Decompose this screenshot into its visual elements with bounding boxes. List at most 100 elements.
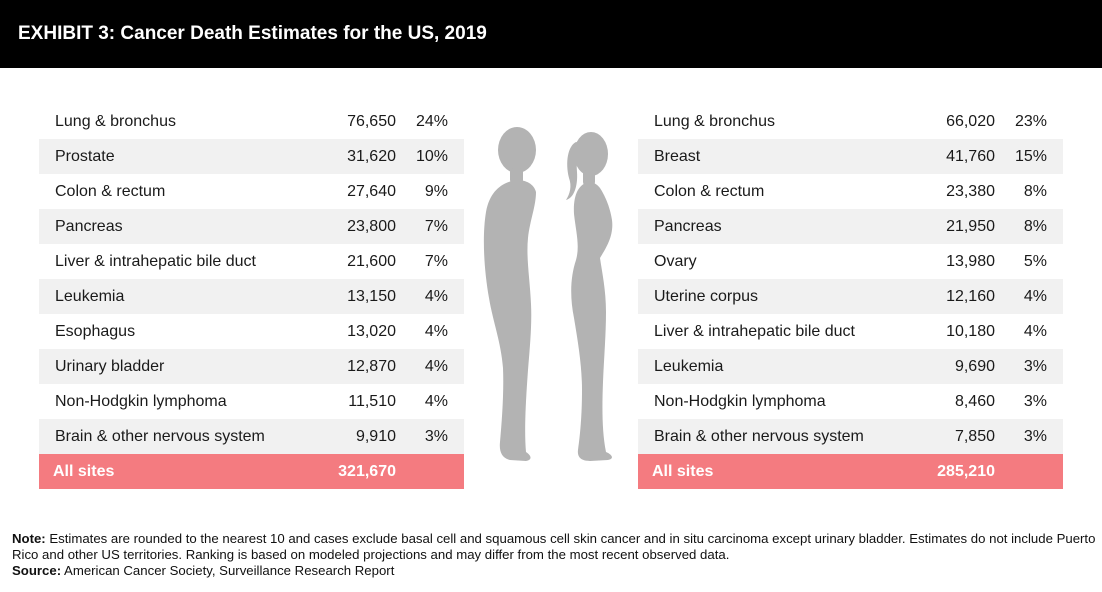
exhibit-title-bar: EXHIBIT 3: Cancer Death Estimates for th…: [0, 0, 1102, 68]
deaths-value: 10,180: [946, 322, 995, 340]
percent-value: 4%: [424, 322, 448, 340]
table-row: Lung & bronchus 66,020 23%: [638, 104, 1063, 139]
deaths-value: 13,150: [347, 287, 396, 305]
note-text: Estimates are rounded to the nearest 10 …: [12, 531, 1096, 562]
site-name: Brain & other nervous system: [55, 427, 265, 445]
percent-value: 4%: [1023, 287, 1047, 305]
percent-value: 24%: [415, 112, 448, 130]
deaths-value: 23,380: [946, 182, 995, 200]
site-name: Colon & rectum: [55, 182, 166, 200]
percent-value: 8%: [1023, 217, 1047, 235]
table-row: Non-Hodgkin lymphoma 8,460 3%: [638, 384, 1063, 419]
percent-value: 10%: [415, 147, 448, 165]
site-name: Lung & bronchus: [654, 112, 775, 130]
total-label: All sites: [53, 462, 115, 480]
deaths-value: 31,620: [347, 147, 396, 165]
site-name: Ovary: [654, 252, 697, 270]
percent-value: 4%: [424, 287, 448, 305]
deaths-value: 13,020: [347, 322, 396, 340]
deaths-value: 21,950: [946, 217, 995, 235]
site-name: Leukemia: [654, 357, 724, 375]
table-row: Brain & other nervous system 9,910 3%: [39, 419, 464, 454]
table-row: Leukemia 13,150 4%: [39, 279, 464, 314]
percent-value: 3%: [1023, 357, 1047, 375]
total-deaths: 285,210: [937, 462, 995, 480]
site-name: Non-Hodgkin lymphoma: [55, 392, 227, 410]
site-name: Uterine corpus: [654, 287, 759, 305]
percent-value: 4%: [424, 392, 448, 410]
table-row: Liver & intrahepatic bile duct 21,600 7%: [39, 244, 464, 279]
deaths-value: 76,650: [347, 112, 396, 130]
deaths-value: 41,760: [946, 147, 995, 165]
table-row: Colon & rectum 27,640 9%: [39, 174, 464, 209]
deaths-value: 21,600: [347, 252, 396, 270]
silhouettes: [470, 120, 632, 470]
table-row: Urinary bladder 12,870 4%: [39, 349, 464, 384]
male-table: Lung & bronchus 76,650 24% Prostate 31,620 1…: [39, 104, 464, 489]
total-label: All sites: [652, 462, 714, 480]
deaths-value: 8,460: [954, 392, 995, 410]
table-row: Lung & bronchus 76,650 24%: [39, 104, 464, 139]
percent-value: 23%: [1014, 112, 1047, 130]
percent-value: 3%: [424, 427, 448, 445]
table-row: Colon & rectum 23,380 8%: [638, 174, 1063, 209]
site-name: Lung & bronchus: [55, 112, 176, 130]
source-line: Source: American Cancer Society, Surveil…: [12, 563, 1097, 579]
total-row: All sites 285,210: [638, 454, 1063, 489]
table-row: Pancreas 23,800 7%: [39, 209, 464, 244]
male-silhouette-icon: [483, 127, 536, 461]
deaths-value: 23,800: [347, 217, 396, 235]
deaths-value: 27,640: [347, 182, 396, 200]
table-row: Esophagus 13,020 4%: [39, 314, 464, 349]
site-name: Colon & rectum: [654, 182, 765, 200]
table-row: Breast 41,760 15%: [638, 139, 1063, 174]
percent-value: 4%: [1023, 322, 1047, 340]
site-name: Non-Hodgkin lymphoma: [654, 392, 826, 410]
deaths-value: 11,510: [348, 392, 396, 410]
percent-value: 9%: [424, 182, 448, 200]
exhibit-title: EXHIBIT 3: Cancer Death Estimates for th…: [18, 23, 487, 44]
deaths-value: 9,910: [355, 427, 396, 445]
deaths-value: 12,870: [347, 357, 396, 375]
percent-value: 15%: [1014, 147, 1047, 165]
note-label: Note:: [12, 531, 46, 546]
site-name: Esophagus: [55, 322, 136, 340]
site-name: Breast: [654, 147, 701, 165]
source-label: Source:: [12, 563, 62, 578]
silhouettes-graphic: [483, 127, 613, 461]
table-row: Ovary 13,980 5%: [638, 244, 1063, 279]
table-row: Pancreas 21,950 8%: [638, 209, 1063, 244]
total-deaths: 321,670: [338, 462, 396, 480]
note-line: Note: Estimates are rounded to the neare…: [12, 531, 1097, 563]
site-name: Leukemia: [55, 287, 125, 305]
footnote: Note: Estimates are rounded to the neare…: [12, 531, 1097, 579]
table-row: Prostate 31,620 10%: [39, 139, 464, 174]
deaths-value: 7,850: [954, 427, 995, 445]
deaths-value: 66,020: [946, 112, 995, 130]
percent-value: 8%: [1023, 182, 1047, 200]
female-table: Lung & bronchus 66,020 23% Breast 41,760 15%…: [638, 104, 1063, 489]
site-name: Liver & intrahepatic bile duct: [654, 322, 855, 340]
total-row: All sites 321,670: [39, 454, 464, 489]
deaths-value: 12,160: [946, 287, 995, 305]
percent-value: 5%: [1023, 252, 1047, 270]
table-row: Leukemia 9,690 3%: [638, 349, 1063, 384]
table-row: Non-Hodgkin lymphoma 11,510 4%: [39, 384, 464, 419]
table-row: Uterine corpus 12,160 4%: [638, 279, 1063, 314]
site-name: Pancreas: [654, 217, 722, 235]
deaths-value: 13,980: [946, 252, 995, 270]
site-name: Prostate: [55, 147, 115, 165]
percent-value: 7%: [424, 217, 448, 235]
site-name: Urinary bladder: [55, 357, 165, 375]
site-name: Brain & other nervous system: [654, 427, 864, 445]
site-name: Pancreas: [55, 217, 123, 235]
source-text: American Cancer Society, Surveillance Re…: [61, 563, 395, 578]
table-row: Brain & other nervous system 7,850 3%: [638, 419, 1063, 454]
female-silhouette-icon: [566, 132, 613, 461]
table-row: Liver & intrahepatic bile duct 10,180 4%: [638, 314, 1063, 349]
percent-value: 3%: [1023, 392, 1047, 410]
percent-value: 4%: [424, 357, 448, 375]
percent-value: 3%: [1023, 427, 1047, 445]
deaths-value: 9,690: [954, 357, 995, 375]
site-name: Liver & intrahepatic bile duct: [55, 252, 256, 270]
